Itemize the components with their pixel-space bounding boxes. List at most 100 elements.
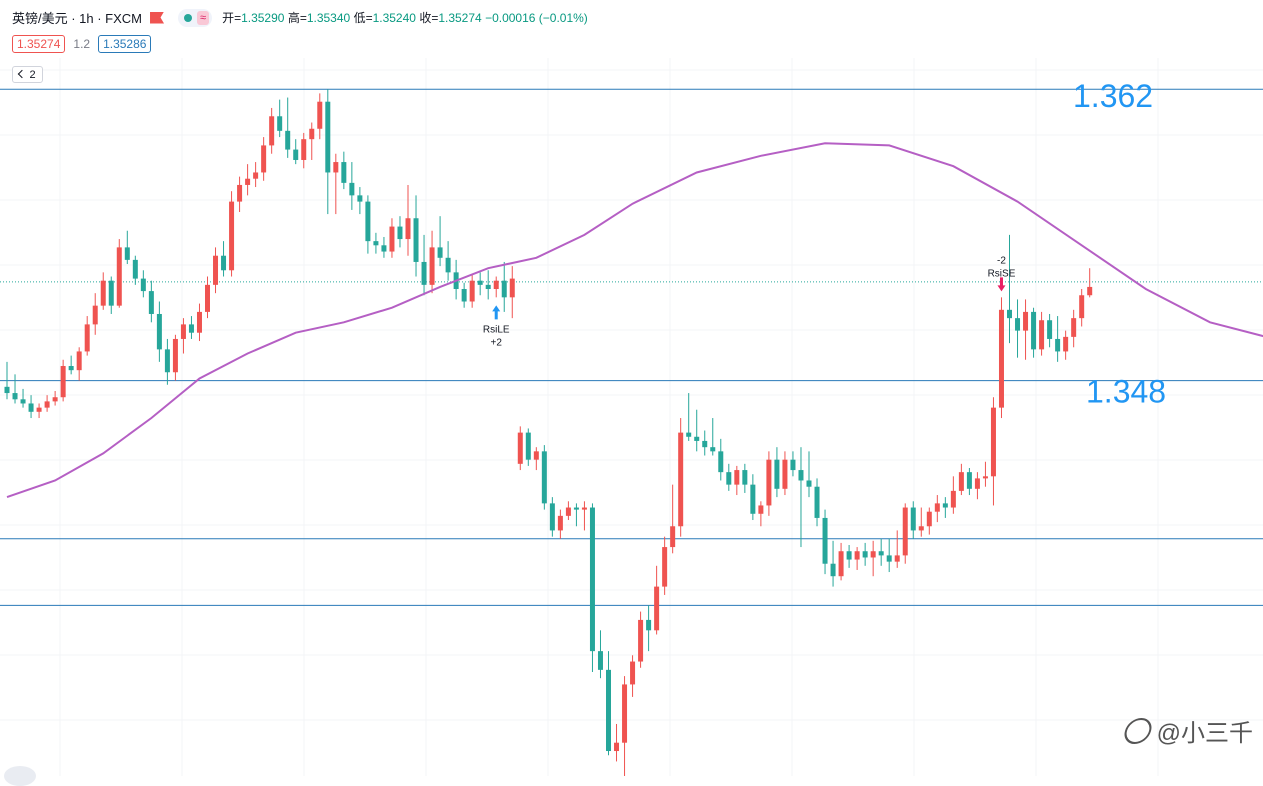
candle-body [1007,309,1012,319]
candle-body [413,218,419,262]
candle-body [1039,320,1045,350]
level-label-0: 1.362 [1073,78,1153,114]
candle-body [606,669,611,752]
long-entry-label: RsiLE [483,324,510,335]
status-pill[interactable]: ≈ [178,8,213,27]
candle-body [766,459,772,506]
candle-body [124,247,130,260]
candle-body [501,280,507,298]
candle-body [734,470,740,485]
candle-body [758,505,764,514]
candle-body [926,511,932,527]
candle-body [670,526,676,548]
candle-body [429,247,435,285]
signal-annotations: RsiLE +2 -2 RsiSE [483,255,1016,348]
ohlc-values: 开=1.35290 高=1.35340 低=1.35240 收=1.35274 … [222,9,588,26]
candle-body [1087,286,1093,296]
candlestick-series [4,89,1093,776]
symbol-title[interactable]: 英镑/美元 · 1h · FXCM [12,11,143,26]
candle-body [918,526,924,531]
candle-body [886,555,892,562]
candle-body [52,397,58,402]
chart-header: 英镑/美元 · 1h · FXCM ≈ 开=1.35290 高=1.35340 … [12,8,588,27]
candle-body [365,201,371,242]
candle-body [245,178,251,185]
watermark-text: @小三千 [1156,720,1253,747]
close-label: 收= [419,11,439,25]
high-label: 高= [287,11,307,25]
candle-body [196,311,202,333]
candle-body [934,503,940,512]
candle-body [581,507,587,510]
candle-body [622,684,628,743]
moving-average-line [6,142,1263,499]
candle-body [742,470,748,485]
spread-value: 1.2 [73,37,91,51]
candle-body [814,486,820,518]
candle-body [84,324,90,352]
candle-body [237,184,243,202]
short-entry-arrow-icon [997,277,1006,292]
candle-body [942,503,948,508]
candle-body [309,128,315,140]
candle-body [188,324,194,333]
candle-body [798,470,804,481]
candle-body [838,551,844,577]
candle-body [68,366,74,371]
candle-body [1031,311,1037,350]
candle-body [373,241,379,246]
candle-body [870,551,876,558]
candle-body [982,476,988,479]
buy-price-button[interactable]: 1.35286 [98,35,152,53]
candle-body [333,162,339,173]
candle-body [614,742,620,752]
candle-body [990,407,996,477]
candle-body [549,503,555,531]
candle-body [774,459,780,489]
candle-body [1047,320,1053,339]
candle-body [100,280,106,306]
candle-body [485,284,491,290]
candle-body [4,386,10,394]
candle-body [140,278,146,292]
candle-body [597,651,603,670]
candle-body [726,472,732,485]
candle-body [878,551,884,556]
candle-body [205,284,210,312]
low-label: 低= [353,11,373,25]
flag-icon[interactable] [150,11,165,24]
candle-body [565,507,571,516]
candle-body [830,563,836,577]
candle-body [710,447,716,452]
candle-body [966,472,972,489]
candle-body [1055,338,1061,352]
candle-body [325,101,331,173]
candle-body [405,218,411,240]
candle-body [293,149,299,160]
open-value: 1.35290 [241,11,285,25]
candle-body [958,472,964,491]
indicator-collapse-button[interactable]: 2 [12,66,43,83]
low-value: 1.35240 [372,11,416,25]
candle-body [750,484,756,514]
high-value: 1.35340 [306,11,351,25]
price-row: 1.35274 1.2 1.35286 [12,35,152,53]
candle-body [421,261,427,285]
candle-body [116,247,122,306]
candle-body [1079,295,1085,319]
chevron-down-icon [18,69,27,78]
scroll-corner-button[interactable] [4,766,36,786]
candle-body [397,226,403,240]
candle-body [317,101,323,129]
candle-body [630,661,636,685]
candle-body [301,139,307,160]
candle-body [389,226,395,252]
sell-price-button[interactable]: 1.35274 [12,35,66,53]
candle-body [910,507,916,531]
candle-body [974,478,980,489]
candle-body [381,245,387,252]
candle-body [662,547,668,587]
candle-body [76,351,82,371]
candle-body [357,195,363,202]
